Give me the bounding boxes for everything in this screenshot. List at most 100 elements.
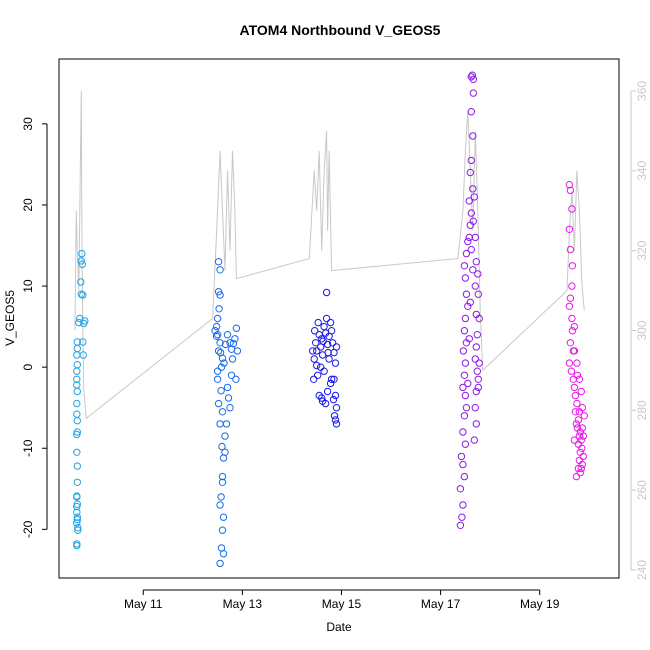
y-tick-label: 0 (21, 364, 35, 371)
data-point (315, 391, 323, 400)
data-point (220, 359, 228, 367)
data-point (568, 282, 576, 290)
data-point (213, 375, 222, 383)
data-point (73, 515, 82, 524)
data-point (570, 347, 579, 355)
data-point (578, 460, 586, 469)
data-point (216, 291, 224, 299)
data-point (216, 559, 224, 568)
data-point (322, 314, 331, 323)
data-point (471, 282, 479, 290)
axes: -20 -10 0 10 20 30 240 260 280 300 320 340 360 May 11… (21, 81, 649, 612)
data-point (473, 331, 481, 339)
data-point (469, 75, 477, 84)
data-point (73, 508, 81, 516)
data-point (318, 394, 326, 402)
data-point (217, 363, 226, 371)
data-point (467, 245, 475, 254)
data-point (566, 294, 575, 302)
data-point (73, 399, 81, 408)
data-point (227, 371, 236, 379)
data-point (77, 257, 86, 265)
data-point (466, 298, 474, 306)
data-point (464, 237, 472, 246)
data-point (216, 266, 224, 274)
data-point (574, 416, 583, 424)
data-point (461, 359, 470, 367)
y2-tick-label: 240 (635, 560, 649, 580)
data-point (73, 540, 81, 548)
data-point (309, 347, 317, 355)
data-point (570, 383, 579, 392)
data-point (216, 348, 225, 357)
data-point (571, 408, 580, 416)
data-point (576, 428, 584, 436)
data-point (472, 420, 480, 428)
series-4 (456, 71, 483, 529)
data-point (313, 361, 321, 370)
data-point (223, 331, 232, 339)
data-point (218, 478, 227, 486)
data-point (577, 436, 585, 444)
data-point (471, 355, 479, 363)
y-tick-label: -20 (21, 520, 35, 538)
data-point (233, 347, 242, 355)
data-point (573, 399, 581, 408)
data-point (216, 501, 224, 509)
data-point (577, 387, 585, 396)
data-point (566, 186, 575, 195)
data-point (470, 436, 478, 444)
data-point (78, 260, 87, 268)
data-point (79, 291, 87, 299)
data-point (326, 318, 335, 327)
data-point (212, 332, 221, 340)
data-point (73, 381, 81, 389)
data-point (328, 339, 337, 347)
data-point (465, 335, 473, 343)
data-point (74, 526, 82, 534)
data-point (575, 432, 584, 440)
data-point (314, 318, 322, 327)
data-point (310, 375, 318, 383)
secondary-axis-line (74, 90, 585, 420)
data-point (573, 371, 582, 379)
data-point (229, 339, 238, 348)
data-point (461, 274, 470, 282)
data-point (475, 314, 483, 323)
data-point (460, 371, 469, 379)
data-point (566, 245, 575, 254)
data-point (217, 544, 226, 552)
data-point (460, 412, 469, 420)
data-point (467, 209, 475, 217)
data-point (73, 448, 81, 456)
data-point (330, 412, 339, 420)
data-point (565, 359, 574, 367)
data-point (577, 464, 585, 473)
data-point (324, 348, 332, 357)
data-point (472, 343, 480, 351)
data-point (212, 322, 221, 331)
data-point (221, 340, 230, 349)
data-point (459, 428, 467, 436)
data-point (73, 493, 81, 501)
data-point (466, 168, 474, 177)
data-point (222, 420, 231, 428)
data-point (221, 432, 229, 440)
data-point (215, 305, 223, 313)
data-point (312, 339, 320, 347)
data-point (461, 440, 470, 448)
x-tick-label: May 17 (421, 597, 461, 611)
data-point (213, 367, 222, 375)
data-point (329, 395, 338, 404)
data-point (73, 338, 82, 346)
data-point (456, 521, 465, 529)
data-point (73, 462, 82, 470)
data-point (461, 314, 470, 323)
data-point (321, 399, 330, 408)
y2-tick-label: 300 (635, 320, 649, 340)
y2-tick-label: 360 (635, 81, 649, 101)
data-point (73, 410, 81, 418)
data-point (456, 485, 465, 493)
data-point (462, 404, 471, 412)
